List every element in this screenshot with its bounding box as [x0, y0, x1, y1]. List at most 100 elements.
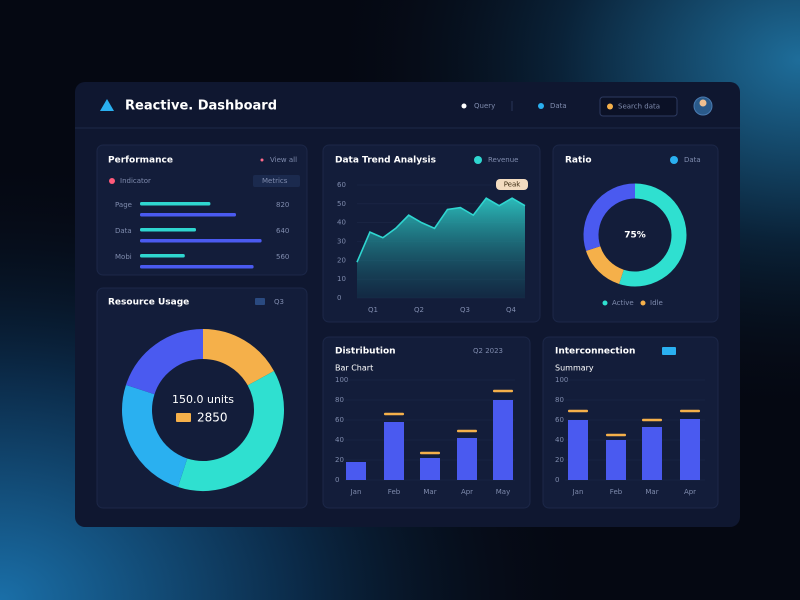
nav-item[interactable]: Data: [550, 102, 567, 110]
progress-bar: [140, 254, 185, 258]
x-tick-label: Q3: [460, 306, 470, 314]
target-marker: [568, 409, 588, 413]
bar: [384, 422, 404, 480]
card-title: Ratio: [565, 156, 592, 166]
legend-dot: [640, 300, 646, 306]
legend-label: Active: [612, 299, 634, 307]
y-tick-label: 50: [337, 200, 346, 208]
legend-tag: [253, 175, 300, 187]
donut-segment: [125, 329, 204, 395]
card-title: Interconnection: [555, 347, 635, 357]
nav-icon: [461, 103, 467, 109]
legend-label: Indicator: [120, 177, 151, 185]
row-label: Page: [115, 201, 132, 209]
legend-label: Data: [684, 156, 701, 164]
x-tick-label: Apr: [461, 488, 473, 496]
app-title: Reactive. Dashboard: [125, 99, 277, 114]
target-marker: [457, 429, 477, 433]
target-marker: [420, 451, 440, 455]
search-box[interactable]: [599, 96, 678, 117]
donut-subvalue: 2850: [197, 411, 228, 425]
donut-segment: [586, 245, 625, 284]
y-tick-label: 100: [335, 376, 348, 384]
legend-label: Idle: [650, 299, 663, 307]
y-tick-label: 60: [335, 416, 344, 424]
y-tick-label: 40: [555, 436, 564, 444]
target-marker: [642, 418, 662, 422]
donut-segment: [619, 183, 687, 287]
donut-segment: [583, 183, 636, 251]
donut-segment: [177, 370, 284, 491]
center-icon: [176, 413, 191, 422]
target-marker: [680, 409, 700, 413]
bar: [346, 462, 366, 480]
badge-label: Peak: [504, 181, 522, 189]
logo: [100, 99, 114, 111]
y-tick-label: 40: [335, 436, 344, 444]
x-tick-label: Q1: [368, 306, 378, 314]
card-title: Performance: [108, 156, 173, 166]
legend-dot: [602, 300, 608, 306]
x-tick-label: Apr: [684, 488, 696, 496]
nav-item[interactable]: Query: [474, 102, 495, 110]
legend-dot: [474, 156, 482, 164]
y-tick-label: 60: [337, 181, 346, 189]
x-tick-label: May: [496, 488, 510, 496]
tag-icon: [255, 298, 265, 305]
row-label: Mobi: [115, 253, 132, 261]
bar: [420, 458, 440, 480]
bar: [680, 419, 700, 480]
y-tick-label: 80: [555, 396, 564, 404]
card-subtitle: Bar Chart: [335, 364, 373, 373]
card-title: Data Trend Analysis: [335, 156, 436, 166]
tag-dot: [260, 158, 264, 162]
y-tick-label: 30: [337, 238, 346, 246]
tag-icon: [662, 347, 676, 355]
row-value: 820: [276, 201, 289, 209]
x-tick-label: Jan: [350, 488, 362, 496]
donut-center: 75%: [624, 231, 646, 241]
nav-icon: [538, 103, 544, 109]
x-tick-label: Q4: [506, 306, 517, 314]
bar: [568, 420, 588, 480]
card: [552, 144, 719, 323]
bar: [457, 438, 477, 480]
y-tick-label: 80: [335, 396, 344, 404]
target-marker: [384, 412, 404, 416]
bar: [642, 427, 662, 480]
y-tick-label: 0: [555, 476, 559, 484]
x-tick-label: Jan: [572, 488, 584, 496]
legend-label: Revenue: [488, 156, 519, 164]
y-tick-label: 100: [555, 376, 568, 384]
y-tick-label: 60: [555, 416, 564, 424]
x-tick-label: Feb: [610, 488, 623, 496]
y-tick-label: 0: [337, 294, 341, 302]
card-tag: Q2 2023: [473, 347, 503, 355]
target-marker: [606, 433, 626, 437]
header: Reactive. Dashboard Query Data Search da…: [100, 96, 713, 117]
bar: [493, 400, 513, 480]
legend-dot: [670, 156, 678, 164]
card-title: Resource Usage: [108, 298, 189, 308]
donut-center: 150.0 units: [172, 393, 234, 406]
legend-dot: [109, 178, 115, 184]
card-link[interactable]: View all: [270, 156, 297, 164]
x-tick-label: Q2: [414, 306, 424, 314]
progress-bar: [140, 202, 211, 206]
y-tick-label: 20: [335, 456, 344, 464]
x-tick-label: Feb: [388, 488, 401, 496]
card-title: Distribution: [335, 347, 396, 357]
avatar-face: [699, 99, 707, 107]
y-tick-label: 20: [337, 256, 346, 264]
progress-bar: [140, 265, 254, 269]
card-tag: Q3: [274, 298, 284, 306]
badge: [496, 179, 528, 190]
y-tick-label: 0: [335, 476, 339, 484]
donut-segment: [122, 384, 188, 488]
progress-bar: [140, 239, 262, 243]
area: [357, 198, 525, 298]
row-value: 640: [276, 227, 289, 235]
card-subtitle: Summary: [555, 364, 594, 373]
line: [356, 197, 526, 263]
y-tick-label: 40: [337, 219, 346, 227]
